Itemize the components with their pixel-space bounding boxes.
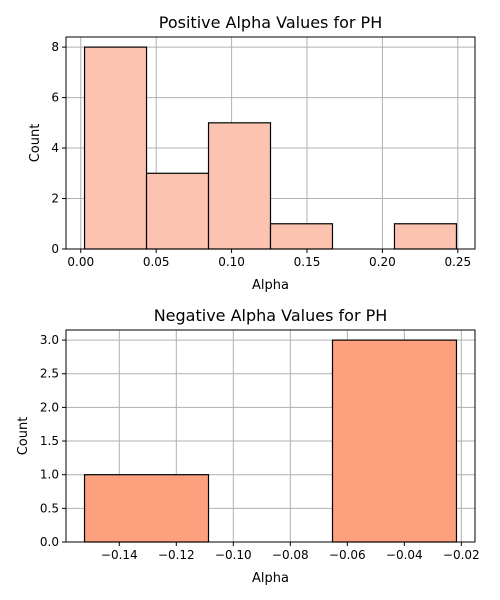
- x-tick-label: 0.15: [294, 255, 321, 269]
- x-tick-label: −0.14: [101, 548, 138, 562]
- y-tick-label: 2: [51, 192, 59, 206]
- y-tick-label: 3.0: [40, 333, 59, 347]
- x-tick-label: −0.06: [329, 548, 366, 562]
- y-tick-label: 6: [51, 91, 59, 105]
- x-tick-label: 0.05: [143, 255, 170, 269]
- histogram-bar: [393, 223, 458, 250]
- y-tick-label: 1.5: [40, 434, 59, 448]
- x-axis-label: Alpha: [252, 278, 289, 293]
- chart-positive-alpha: 0.00 0.05 0.10 0.15 0.20 0.25 0 2 4 6 8 Positive Al…: [28, 13, 476, 293]
- y-axis-label: Count: [28, 124, 43, 163]
- histogram-bar: [269, 223, 334, 250]
- y-tick-label: 0: [51, 242, 59, 256]
- x-tick-label: −0.10: [215, 548, 252, 562]
- x-tick-label: −0.08: [272, 548, 309, 562]
- y-tick-label: 4: [51, 141, 59, 155]
- x-axis-label: Alpha: [252, 571, 289, 586]
- x-tick-label: 0.10: [218, 255, 245, 269]
- y-axis-label: Count: [16, 417, 31, 456]
- chart-title: Positive Alpha Values for PH: [159, 13, 382, 32]
- histogram-bar: [331, 339, 458, 543]
- chart-title: Negative Alpha Values for PH: [154, 306, 388, 325]
- histogram-bar: [83, 474, 210, 543]
- histogram-bar: [207, 122, 272, 250]
- y-tick-label: 0.0: [40, 535, 59, 549]
- histogram-bar: [145, 172, 210, 250]
- x-tick-label: −0.12: [158, 548, 195, 562]
- y-tick-label: 2.0: [40, 400, 59, 414]
- chart-negative-alpha: −0.14 −0.12 −0.10 −0.08 −0.06 −0.04 −0.02 0.0 0.…: [16, 306, 480, 586]
- x-tick-label: 0.25: [444, 255, 471, 269]
- x-tick-label: −0.04: [386, 548, 423, 562]
- y-tick-label: 0.5: [40, 501, 59, 515]
- y-tick-label: 1.0: [40, 468, 59, 482]
- x-tick-label: 0.20: [369, 255, 396, 269]
- plot-frame: [65, 36, 476, 250]
- y-tick-label: 2.5: [40, 367, 59, 381]
- x-tick-label: 0.00: [67, 255, 94, 269]
- x-tick-label: −0.02: [443, 548, 480, 562]
- plot-frame: [65, 329, 476, 543]
- histogram-bar: [83, 46, 148, 250]
- y-tick-label: 8: [51, 40, 59, 54]
